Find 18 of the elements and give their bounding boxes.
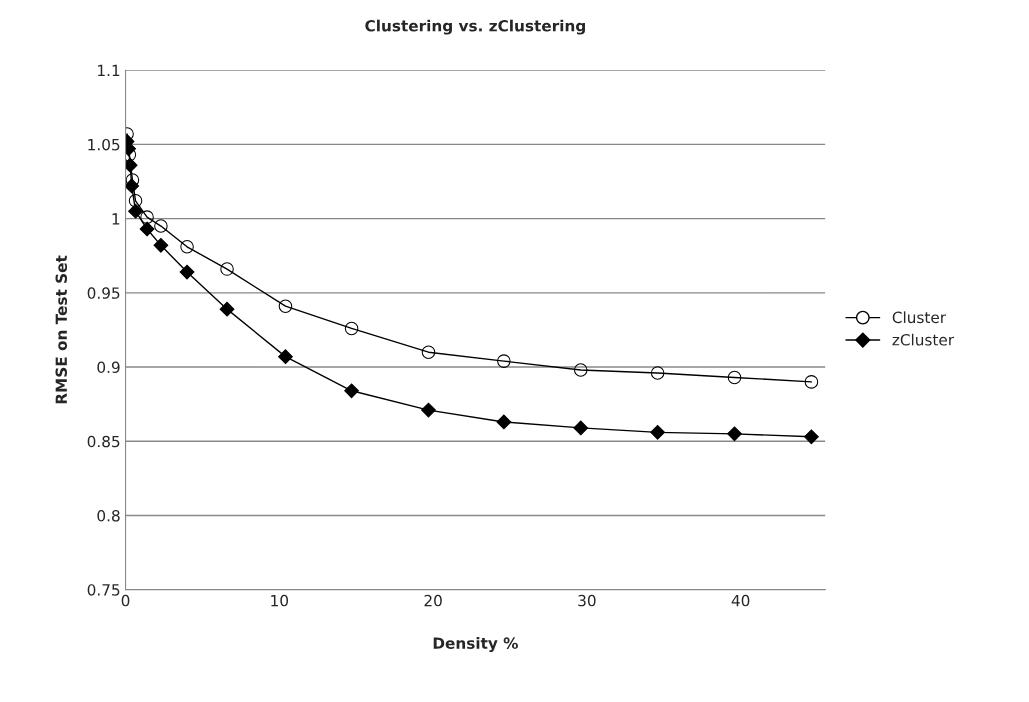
legend-label: zCluster — [892, 333, 955, 346]
y-tick-label: 0.8 — [97, 509, 120, 522]
x-tick-label: 10 — [271, 594, 289, 607]
y-tick-label: 0.95 — [87, 287, 120, 299]
y-tick-label: 0.85 — [87, 435, 120, 448]
legend-label: Cluster — [892, 311, 947, 324]
x-tick-label: 30 — [578, 594, 596, 607]
y-tick-label: 1.05 — [88, 138, 120, 151]
x-tick-label: 20 — [424, 594, 442, 607]
x-tick-label: 0 — [121, 594, 130, 607]
x-tick-label: 40 — [731, 594, 750, 607]
y-tick-label: 0.9 — [97, 361, 120, 374]
y-tick-label: 1.1 — [98, 64, 120, 76]
y-tick-label: 0.75 — [87, 584, 120, 596]
y-axis-title: RMSE on Test Set — [55, 255, 68, 404]
x-axis-title: Density % — [433, 637, 518, 653]
chart-title: Clustering vs. zClustering — [365, 19, 585, 35]
y-tick-label: 1 — [112, 213, 120, 225]
